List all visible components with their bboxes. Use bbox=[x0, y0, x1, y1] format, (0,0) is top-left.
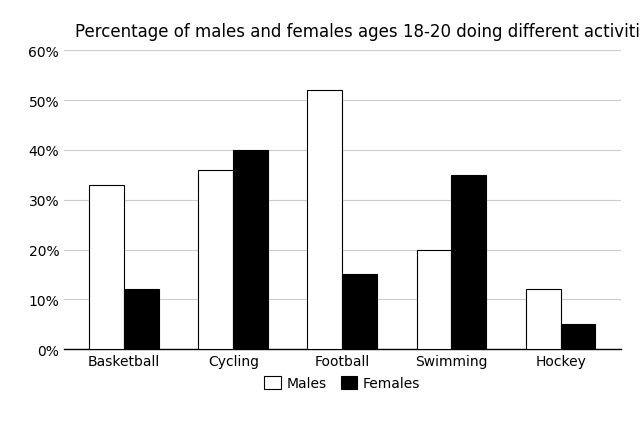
Bar bbox=[198, 170, 234, 349]
Bar bbox=[561, 325, 595, 349]
Bar bbox=[234, 150, 268, 349]
Bar bbox=[342, 275, 378, 349]
Bar bbox=[124, 290, 159, 349]
Bar bbox=[307, 91, 342, 349]
Bar bbox=[417, 250, 451, 349]
Legend: Males, Females: Males, Females bbox=[259, 371, 426, 396]
Text: Percentage of males and females ages 18-20 doing different activities: Percentage of males and females ages 18-… bbox=[75, 23, 640, 41]
Bar bbox=[525, 290, 561, 349]
Bar bbox=[451, 176, 486, 349]
Bar bbox=[90, 185, 124, 349]
